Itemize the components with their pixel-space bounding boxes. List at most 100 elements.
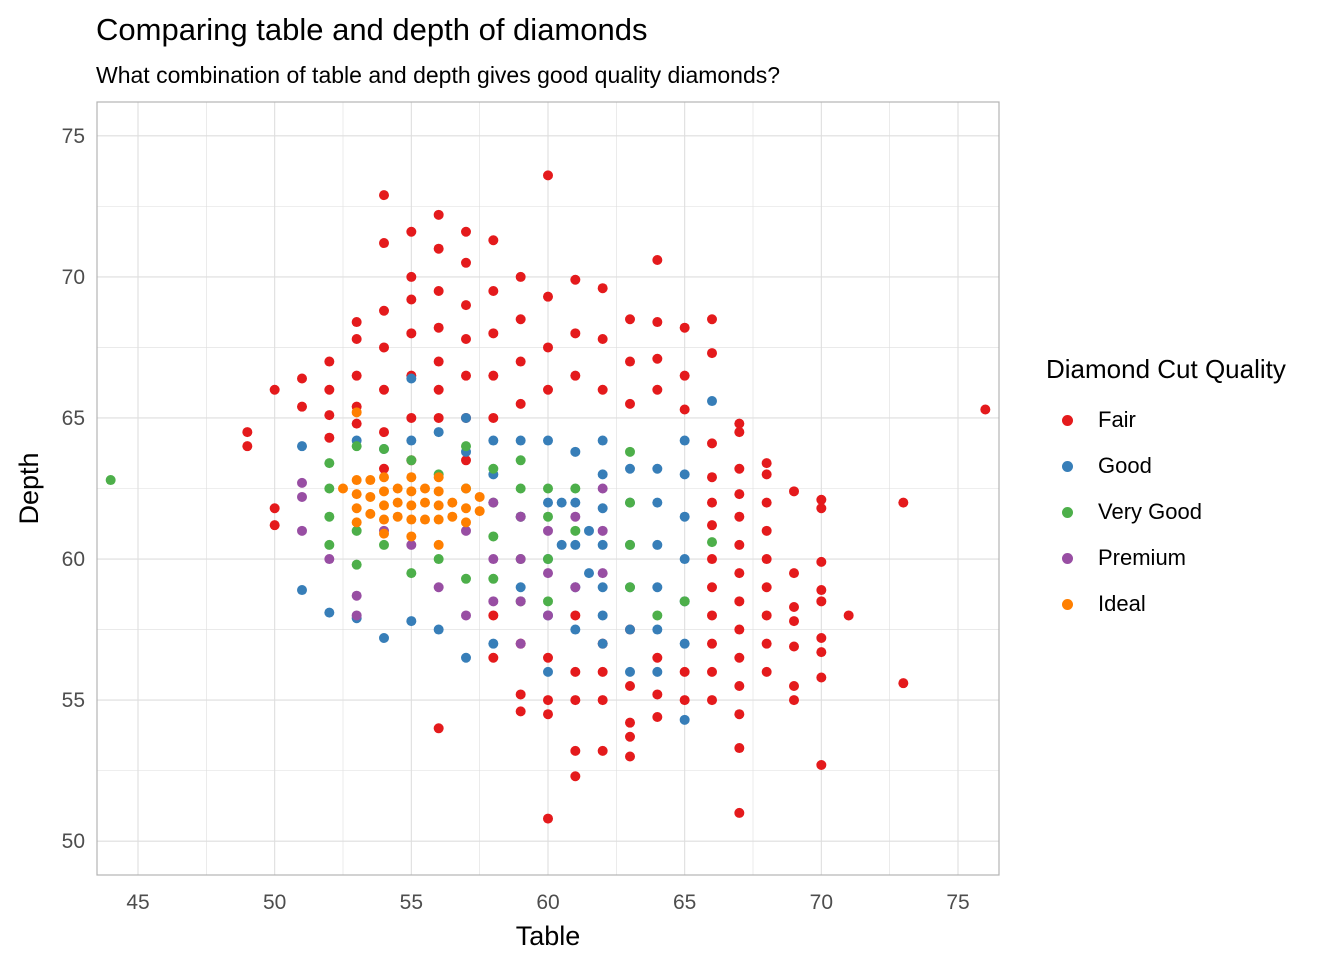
data-point — [543, 652, 553, 663]
data-point — [406, 500, 417, 511]
data-point — [543, 291, 553, 302]
data-point — [433, 539, 444, 550]
data-point — [406, 412, 417, 423]
panel-border — [96, 101, 1000, 876]
data-point — [392, 511, 403, 522]
data-point — [625, 717, 635, 728]
data-point — [488, 610, 499, 621]
data-point — [461, 652, 471, 663]
series-premium — [297, 477, 608, 649]
data-point — [515, 689, 526, 700]
y-tick-label: 50 — [62, 830, 85, 853]
data-point — [515, 638, 526, 649]
data-point — [734, 568, 745, 579]
data-point — [406, 435, 417, 446]
data-point — [570, 525, 581, 536]
data-point — [515, 582, 526, 593]
data-point — [351, 333, 362, 344]
data-point — [652, 463, 663, 474]
data-point — [584, 568, 594, 579]
data-point — [597, 333, 608, 344]
legend-item: Fair — [1046, 397, 1286, 443]
data-point — [242, 441, 253, 452]
legend-label: Ideal — [1098, 591, 1146, 616]
data-point — [761, 638, 772, 649]
data-point — [543, 435, 553, 446]
data-point — [406, 472, 417, 483]
data-point — [474, 506, 485, 517]
data-point — [297, 441, 307, 452]
data-point — [351, 418, 362, 429]
data-point — [707, 497, 717, 508]
legend-item: Good — [1046, 443, 1286, 489]
data-point — [570, 695, 581, 706]
data-point — [365, 491, 376, 502]
data-point — [625, 731, 635, 742]
data-point — [543, 709, 553, 720]
legend-label: Very Good — [1098, 499, 1202, 524]
legend-label: Premium — [1098, 545, 1187, 570]
data-point — [543, 695, 553, 706]
data-point — [625, 751, 635, 762]
data-point — [625, 624, 635, 635]
data-point — [379, 514, 389, 525]
data-point — [543, 568, 553, 579]
data-point — [761, 554, 772, 565]
data-point — [433, 427, 444, 438]
data-point — [570, 446, 581, 457]
data-point — [433, 582, 444, 593]
data-point — [515, 271, 526, 282]
legend-item: Premium — [1046, 535, 1286, 581]
legend-key-dot — [1062, 552, 1073, 564]
data-point — [556, 539, 567, 550]
data-point — [652, 497, 663, 508]
legend-key-dot — [1062, 506, 1073, 518]
data-point — [734, 624, 745, 635]
data-point — [543, 511, 553, 522]
data-point — [324, 410, 335, 421]
data-point — [433, 554, 444, 565]
data-point — [898, 678, 909, 689]
data-point — [447, 511, 458, 522]
data-point — [679, 469, 690, 480]
data-point — [297, 373, 307, 384]
legend-key-dot — [1062, 460, 1073, 472]
data-point — [980, 404, 991, 415]
data-point — [515, 483, 526, 494]
data-point — [570, 274, 581, 285]
data-point — [379, 384, 389, 395]
data-point — [433, 723, 444, 734]
data-point — [597, 666, 608, 677]
data-point — [379, 427, 389, 438]
data-point — [597, 503, 608, 514]
data-point — [488, 596, 499, 607]
data-point — [543, 342, 553, 353]
data-point — [474, 491, 485, 502]
data-point — [433, 356, 444, 367]
data-point — [365, 475, 376, 486]
data-point — [351, 590, 362, 601]
data-point — [570, 745, 581, 756]
data-point — [406, 226, 417, 237]
data-point — [543, 170, 553, 181]
data-point — [816, 503, 827, 514]
data-point — [679, 596, 690, 607]
legend-label: Good — [1098, 453, 1152, 478]
points-layer — [105, 170, 991, 824]
data-point — [488, 463, 499, 474]
data-point — [379, 486, 389, 497]
data-point — [379, 305, 389, 316]
data-point — [543, 554, 553, 565]
data-point — [515, 706, 526, 717]
data-point — [556, 497, 567, 508]
data-point — [515, 398, 526, 409]
data-point — [515, 554, 526, 565]
y-tick-label: 65 — [62, 407, 85, 430]
data-point — [433, 624, 444, 635]
data-point — [351, 370, 362, 381]
data-point — [679, 404, 690, 415]
y-tick-label: 60 — [62, 548, 85, 571]
data-point — [242, 427, 253, 438]
data-point — [461, 441, 471, 452]
data-point — [761, 469, 772, 480]
